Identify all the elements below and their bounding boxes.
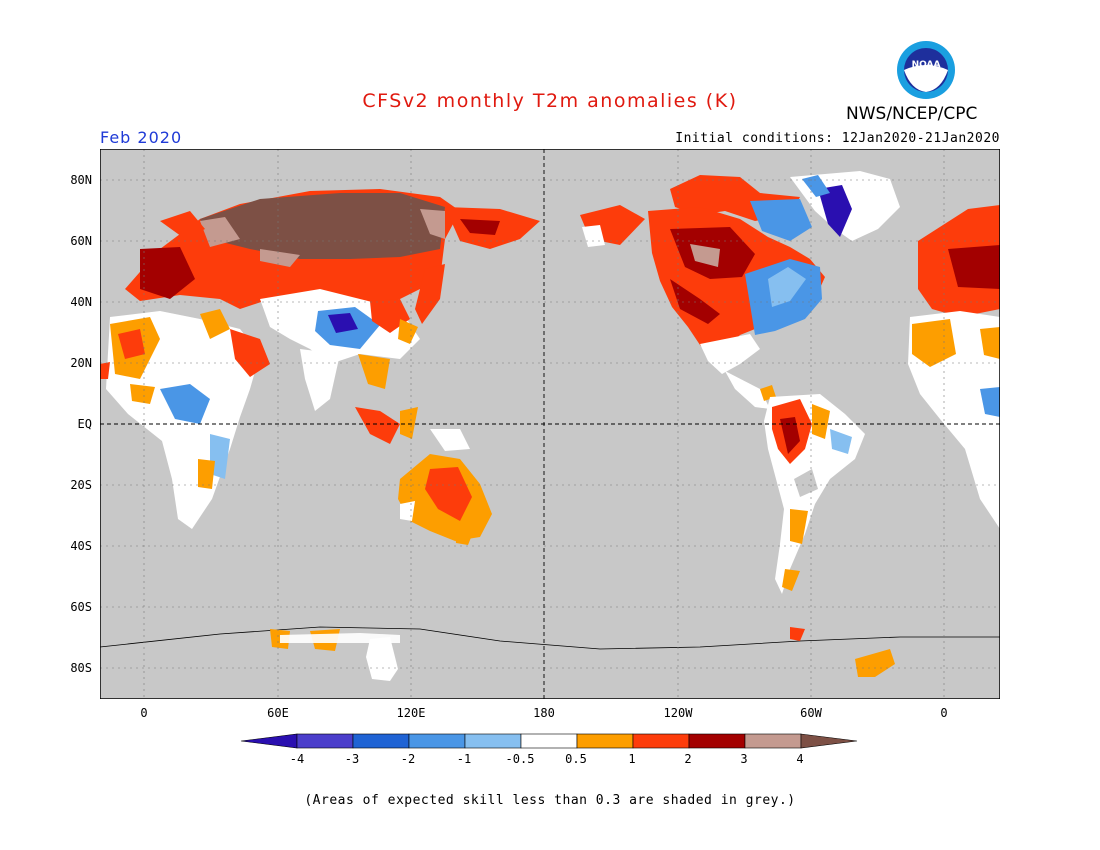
colorbar-cell — [688, 733, 746, 749]
colorbar-label-p1: 1 — [628, 752, 636, 766]
skill-footnote: (Areas of expected skill less than 0.3 a… — [304, 793, 796, 808]
colorbar-label-m2: -2 — [400, 752, 416, 766]
lon-gridlines — [143, 149, 945, 699]
colorbar — [240, 733, 858, 749]
lat-label-eq: EQ — [77, 417, 92, 431]
initial-conditions: Initial conditions: 12Jan2020-21Jan2020 — [675, 131, 1000, 146]
lon-label-120w: 120W — [663, 706, 693, 720]
noaa-logo: NOAA — [897, 41, 955, 99]
svg-text:NOAA: NOAA — [912, 60, 941, 70]
colorbar-label-m4: -4 — [289, 752, 305, 766]
lon-label-0-east: 0 — [940, 706, 948, 720]
valid-month: Feb 2020 — [100, 128, 183, 147]
lon-label-120e: 120E — [396, 706, 426, 720]
lat-label-60s: 60S — [70, 600, 92, 614]
lon-label-180: 180 — [533, 706, 555, 720]
lat-gridlines — [100, 179, 1000, 669]
lon-label-60w: 60W — [800, 706, 822, 720]
lat-label-20n: 20N — [70, 356, 92, 370]
colorbar-label-m05: -0.5 — [505, 752, 535, 766]
lon-label-60e: 60E — [267, 706, 289, 720]
colorbar-label-p05: 0.5 — [565, 752, 587, 766]
colorbar-arrow-right — [800, 733, 858, 749]
europe-east-repeat — [908, 205, 1000, 529]
africa-mideast — [100, 309, 270, 529]
south-america — [764, 394, 865, 594]
lat-label-40s: 40S — [70, 539, 92, 553]
colorbar-label-p4: 4 — [796, 752, 804, 766]
colorbar-cell — [520, 733, 578, 749]
colorbar-cell — [296, 733, 354, 749]
colorbar-label-m3: -3 — [344, 752, 360, 766]
europe-asia — [125, 189, 540, 411]
maritime-asia — [355, 407, 470, 451]
north-america — [648, 207, 825, 409]
colorbar-cell — [576, 733, 634, 749]
lon-label-0-west: 0 — [140, 706, 148, 720]
organization-label: NWS/NCEP/CPC — [846, 104, 978, 124]
colorbar-arrow-left — [240, 733, 298, 749]
australia — [398, 454, 492, 545]
chart-title: CFSv2 monthly T2m anomalies (K) — [362, 90, 738, 112]
antarctica — [100, 626, 1000, 699]
lat-label-20s: 20S — [70, 478, 92, 492]
greenland — [790, 171, 900, 241]
colorbar-label-p3: 3 — [740, 752, 748, 766]
colorbar-cell — [408, 733, 466, 749]
lat-label-80s: 80S — [70, 661, 92, 675]
colorbar-cell — [744, 733, 802, 749]
lat-label-40n: 40N — [70, 295, 92, 309]
colorbar-label-p2: 2 — [684, 752, 692, 766]
lat-label-60n: 60N — [70, 234, 92, 248]
colorbar-cell — [352, 733, 410, 749]
colorbar-cell — [464, 733, 522, 749]
colorbar-label-m1: -1 — [456, 752, 472, 766]
lat-label-80n: 80N — [70, 173, 92, 187]
anomaly-map — [100, 149, 1000, 699]
colorbar-cell — [632, 733, 690, 749]
